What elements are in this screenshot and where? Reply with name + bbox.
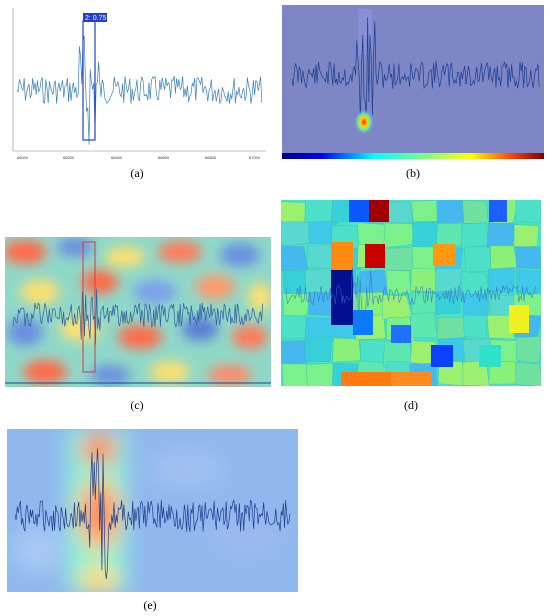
superpixel <box>305 336 333 363</box>
superpixel <box>462 200 489 225</box>
superpixel-highlight <box>479 345 501 367</box>
superpixel <box>385 270 412 295</box>
superpixel <box>515 362 541 386</box>
detection-label: 2: 0.75 <box>85 15 107 22</box>
superpixel <box>461 293 490 318</box>
x-tick-label: 66400 <box>111 155 123 160</box>
signal-waveform <box>291 17 540 129</box>
activation-hotspot <box>354 109 374 135</box>
superpixel <box>304 200 334 223</box>
superpixel <box>513 224 540 248</box>
colorbar <box>282 153 544 159</box>
superpixel <box>305 267 335 295</box>
superpixel <box>281 339 307 365</box>
caption-c: (c) <box>130 398 144 412</box>
superpixel <box>383 222 415 249</box>
superpixel <box>281 201 308 225</box>
superpixel <box>410 312 438 339</box>
superpixel <box>381 294 412 320</box>
superpixel <box>490 245 519 270</box>
superpixel-highlight <box>433 244 455 266</box>
panel-a: 66000 66200 66400 66600 66800 67000 2: 0… <box>7 5 268 163</box>
superpixel-highlight <box>431 345 453 367</box>
superpixel <box>515 269 541 295</box>
detection-label-bg <box>83 13 107 22</box>
hot-column <box>358 9 372 55</box>
superpixel <box>281 315 309 340</box>
panel-a-plot: 66000 66200 66400 66600 66800 67000 2: 0… <box>7 5 268 163</box>
superpixel <box>434 268 462 294</box>
superpixel-highlight <box>331 270 353 325</box>
panel-d <box>281 200 541 386</box>
superpixel-highlight <box>341 372 391 386</box>
panel-b <box>282 5 544 163</box>
superpixel <box>515 246 541 270</box>
superpixel-highlight <box>391 325 411 343</box>
superpixel <box>438 361 468 386</box>
superpixel <box>437 200 467 225</box>
panel-e <box>7 429 298 592</box>
highlight-box <box>82 241 96 373</box>
superpixel <box>515 200 541 224</box>
superpixel <box>384 247 415 272</box>
superpixel-highlight <box>509 305 529 333</box>
gradcam-heatmap <box>12 429 287 592</box>
panel-c <box>5 237 271 387</box>
x-tick-labels: 66000 66200 66400 66600 66800 67000 <box>17 155 261 160</box>
signal-waveform <box>285 267 536 327</box>
superpixel <box>281 221 310 247</box>
superpixel-highlight <box>369 200 389 222</box>
superpixel <box>462 314 488 339</box>
x-tick-label: 67000 <box>249 155 261 160</box>
superpixel <box>486 314 515 340</box>
superpixel-highlight <box>391 372 431 386</box>
signal-waveform <box>16 35 263 145</box>
x-tick-label: 66600 <box>158 155 170 160</box>
panel-b-heatmap <box>282 5 544 159</box>
superpixel-highlight <box>349 200 369 222</box>
attribution-blobs <box>5 237 271 385</box>
superpixel <box>305 363 334 386</box>
superpixel <box>436 317 467 341</box>
panel-e-gradcam <box>7 429 298 592</box>
superpixel <box>460 222 490 249</box>
superpixel <box>487 267 515 294</box>
superpixel <box>462 360 490 386</box>
superpixel <box>357 222 387 247</box>
signal-waveform <box>14 448 291 580</box>
superpixel <box>332 337 361 363</box>
panel-c-attribution <box>5 237 271 387</box>
superpixel <box>281 363 310 386</box>
superpixel <box>306 244 334 270</box>
x-tick-label: 66000 <box>17 155 29 160</box>
superpixel-segments <box>281 200 541 386</box>
superpixel <box>281 245 309 271</box>
x-tick-label: 66800 <box>205 155 217 160</box>
caption-a: (a) <box>130 166 144 180</box>
superpixel <box>460 271 489 296</box>
superpixel <box>464 245 491 273</box>
signal-waveform <box>12 288 264 345</box>
superpixel-highlight <box>331 242 353 272</box>
caption-e: (e) <box>143 598 157 612</box>
caption-d: (d) <box>404 398 418 412</box>
superpixel-highlight <box>353 310 373 335</box>
panel-d-superpixels <box>281 200 541 386</box>
superpixel-highlight <box>489 200 507 222</box>
superpixel <box>410 268 438 293</box>
superpixel <box>486 222 518 248</box>
superpixel <box>516 335 541 364</box>
x-tick-label: 66200 <box>63 155 75 160</box>
caption-b: (b) <box>406 166 420 180</box>
superpixel-highlight <box>365 244 385 268</box>
